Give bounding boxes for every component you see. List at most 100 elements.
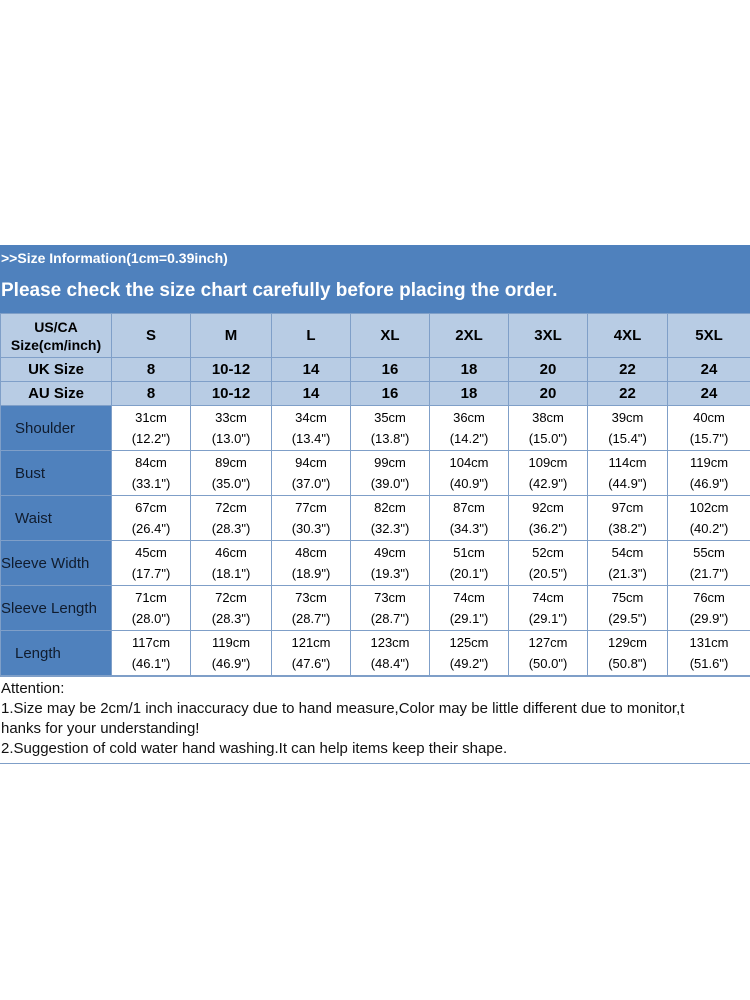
cm-value: 94cm	[295, 455, 327, 470]
au-size-label: AU Size	[0, 381, 112, 406]
inch-value: (32.3")	[370, 521, 410, 536]
cm-value: 45cm	[135, 545, 167, 560]
measurement-cell: 119cm (46.9")	[667, 450, 750, 496]
inch-value: (18.1")	[211, 566, 251, 581]
uk-size-cell: 8	[111, 357, 191, 382]
au-size-cell: 18	[429, 381, 509, 406]
cm-value: 33cm	[215, 410, 247, 425]
cm-value: 77cm	[295, 500, 327, 515]
measurement-cell: 109cm (42.9")	[508, 450, 588, 496]
inch-value: (15.4")	[608, 431, 647, 446]
inch-value: (48.4")	[370, 656, 410, 671]
measurement-label: Shoulder	[0, 405, 112, 451]
measurement-cell: 67cm (26.4")	[111, 495, 191, 541]
measurement-cell: 117cm (46.1")	[111, 630, 191, 676]
inch-value: (35.0")	[211, 476, 251, 491]
header-label-line1: US/CA	[34, 318, 78, 335]
measurement-cell: 55cm (21.7")	[667, 540, 750, 586]
inch-value: (33.1")	[131, 476, 171, 491]
uk-size-label: UK Size	[0, 357, 112, 382]
cm-value: 35cm	[374, 410, 406, 425]
inch-value: (29.1")	[449, 611, 489, 626]
measurement-cell: 87cm (34.3")	[429, 495, 509, 541]
measurement-cell: 99cm (39.0")	[350, 450, 430, 496]
inch-value: (30.3")	[291, 521, 331, 536]
header-row-us: US/CA Size(cm/inch) S M L XL 2XL 3XL 4XL 5XL	[0, 313, 750, 358]
inch-value: (13.8")	[370, 431, 410, 446]
cm-value: 104cm	[449, 455, 489, 470]
measurement-label: Sleeve Width	[0, 540, 112, 586]
inch-value: (50.0")	[528, 656, 568, 671]
cm-value: 49cm	[374, 545, 406, 560]
measurement-cell: 125cm (49.2")	[429, 630, 509, 676]
au-size-cell: 14	[271, 381, 351, 406]
inch-value: (14.2")	[449, 431, 489, 446]
size-table: US/CA Size(cm/inch) S M L XL 2XL 3XL 4XL 5XL UK…	[0, 313, 750, 676]
measurement-cell: 77cm (30.3")	[271, 495, 351, 541]
inch-value: (15.0")	[528, 431, 568, 446]
measurement-cell: 73cm (28.7")	[271, 585, 351, 631]
measurement-cell: 35cm (13.8")	[350, 405, 430, 451]
cm-value: 74cm	[532, 590, 564, 605]
measurement-cell: 38cm (15.0")	[508, 405, 588, 451]
measurement-cell: 84cm (33.1")	[111, 450, 191, 496]
cm-value: 125cm	[449, 635, 489, 650]
inch-value: (34.3")	[449, 521, 489, 536]
inch-value: (29.5")	[608, 611, 647, 626]
measurement-cell: 75cm (29.5")	[587, 585, 668, 631]
cm-value: 38cm	[532, 410, 564, 425]
measurement-cell: 39cm (15.4")	[587, 405, 668, 451]
measurement-cell: 74cm (29.1")	[429, 585, 509, 631]
header-label-cell: US/CA Size(cm/inch)	[0, 313, 112, 358]
measurement-cell: 129cm (50.8")	[587, 630, 668, 676]
cm-value: 39cm	[611, 410, 644, 425]
measurement-row: Sleeve Length 71cm (28.0") 72cm (28.3") 73cm (…	[0, 585, 750, 631]
measurement-cell: 92cm (36.2")	[508, 495, 588, 541]
cm-value: 75cm	[611, 590, 644, 605]
inch-value: (15.7")	[689, 431, 729, 446]
cm-value: 34cm	[295, 410, 327, 425]
measurement-cell: 51cm (20.1")	[429, 540, 509, 586]
measurement-cell: 102cm (40.2")	[667, 495, 750, 541]
attention-line-1b: hanks for your understanding!	[1, 720, 200, 737]
measurement-cell: 119cm (46.9")	[190, 630, 272, 676]
cm-value: 97cm	[611, 500, 644, 515]
cm-value: 76cm	[693, 590, 725, 605]
uk-size-cell: 18	[429, 357, 509, 382]
measurement-cell: 94cm (37.0")	[271, 450, 351, 496]
cm-value: 55cm	[693, 545, 725, 560]
size-cell: 4XL	[587, 313, 668, 358]
inch-value: (20.5")	[528, 566, 568, 581]
cm-value: 119cm	[689, 455, 729, 470]
measurement-cell: 121cm (47.6")	[271, 630, 351, 676]
size-cell: 2XL	[429, 313, 509, 358]
measurement-cell: 33cm (13.0")	[190, 405, 272, 451]
measurement-cell: 76cm (29.9")	[667, 585, 750, 631]
uk-size-cell: 24	[667, 357, 750, 382]
size-cell: 5XL	[667, 313, 750, 358]
au-size-cell: 16	[350, 381, 430, 406]
inch-value: (18.9")	[291, 566, 331, 581]
inch-value: (28.7")	[291, 611, 331, 626]
inch-value: (37.0")	[291, 476, 331, 491]
size-cell: L	[271, 313, 351, 358]
inch-value: (47.6")	[291, 656, 331, 671]
inch-value: (29.9")	[689, 611, 729, 626]
size-cell: M	[190, 313, 272, 358]
au-size-cell: 20	[508, 381, 588, 406]
size-cell: XL	[350, 313, 430, 358]
cm-value: 129cm	[607, 635, 648, 650]
header-row-au: AU Size 8 10-12 14 16 18 20 22 24	[0, 381, 750, 406]
cm-value: 73cm	[374, 590, 406, 605]
inch-value: (40.2")	[689, 521, 729, 536]
au-size-cell: 8	[111, 381, 191, 406]
inch-value: (36.2")	[528, 521, 568, 536]
measurement-cell: 127cm (50.0")	[508, 630, 588, 676]
attention-heading: Attention:	[1, 680, 65, 697]
cm-value: 119cm	[211, 635, 251, 650]
inch-value: (12.2")	[131, 431, 171, 446]
inch-value: (13.0")	[211, 431, 251, 446]
cm-value: 92cm	[532, 500, 564, 515]
size-info-banner: >>Size Information(1cm=0.39inch) Please …	[0, 245, 750, 313]
attention-line-1: 1.Size may be 2cm/1 inch inaccuracy due …	[1, 700, 685, 717]
